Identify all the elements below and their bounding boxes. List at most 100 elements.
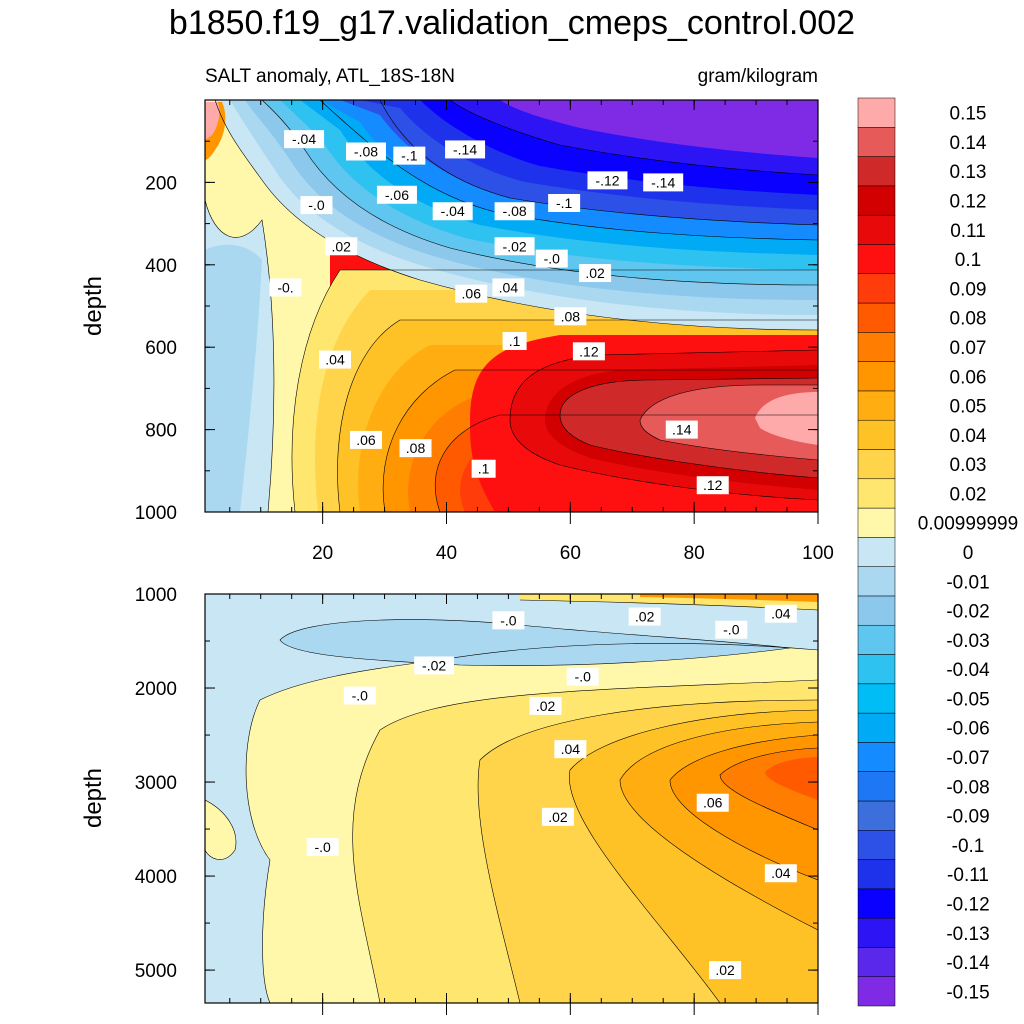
colorbar-label: 0.04 bbox=[950, 426, 987, 447]
contour-label-bg bbox=[471, 459, 496, 478]
contour-label: -.0 bbox=[715, 620, 748, 639]
contour-label-text: -.0 bbox=[314, 839, 331, 855]
colorbar-swatch bbox=[857, 302, 896, 333]
lower-band-surface-006 bbox=[640, 594, 818, 602]
colorbar-label: 0.05 bbox=[950, 397, 987, 418]
lower-contour-line bbox=[669, 734, 818, 881]
colorbar-swatch bbox=[857, 947, 896, 977]
contour-label: -.14 bbox=[445, 140, 486, 159]
upper-contour-line bbox=[214, 100, 818, 331]
contour-label-bg bbox=[349, 430, 382, 449]
contour-label-bg bbox=[541, 807, 574, 826]
colorbar-swatch bbox=[857, 419, 896, 450]
lower-contour-line bbox=[205, 799, 237, 860]
contour-label-bg bbox=[628, 607, 661, 626]
contour-label-bg bbox=[529, 696, 562, 715]
contour-label-bg bbox=[494, 202, 535, 221]
contour-label: .14 bbox=[665, 420, 698, 439]
contour-label: -.14 bbox=[643, 173, 684, 192]
lower-contour-line bbox=[477, 699, 818, 1003]
lower-band-neg001 bbox=[205, 594, 818, 1003]
contour-label: .04 bbox=[764, 864, 797, 883]
contour-label-bg bbox=[535, 249, 568, 268]
colorbar-swatch bbox=[857, 127, 896, 157]
contour-label-text: .02 bbox=[548, 809, 568, 825]
colorbar-label: -0.11 bbox=[947, 865, 989, 886]
contour-label-bg bbox=[399, 439, 432, 458]
contour-label-bg bbox=[494, 237, 535, 256]
lower-contour-line bbox=[719, 747, 818, 831]
lower-contour-line bbox=[279, 619, 791, 666]
contour-label-text: .04 bbox=[771, 865, 791, 881]
contour-label-bg bbox=[566, 667, 599, 686]
contour-label-bg bbox=[492, 278, 525, 297]
units-subtitle: gram/kilogram bbox=[698, 66, 818, 87]
colorbar-swatch bbox=[857, 859, 896, 890]
contour-label-text: -.08 bbox=[503, 203, 527, 219]
contour-label-bg bbox=[764, 864, 797, 883]
contour-label: .04 bbox=[492, 278, 525, 297]
contour-label-bg bbox=[696, 793, 729, 812]
contour-label-bg bbox=[432, 202, 473, 221]
colorbar-swatch bbox=[857, 214, 896, 245]
contour-label-text: .02 bbox=[635, 609, 655, 625]
x-tick-label: 60 bbox=[560, 543, 581, 564]
contour-label-bg bbox=[554, 740, 587, 759]
contour-label-text: .08 bbox=[561, 308, 581, 324]
contour-label-text: .02 bbox=[536, 698, 556, 714]
colorbar-label: 0.00999999 bbox=[918, 514, 1018, 535]
colorbar-label: -0.08 bbox=[946, 777, 989, 798]
contour-label-text: .04 bbox=[325, 352, 345, 368]
upper-band-negative-core bbox=[205, 244, 262, 512]
y-tick-label: 800 bbox=[145, 421, 177, 442]
upper-ylabel: depth bbox=[80, 276, 107, 336]
colorbar-label: 0 bbox=[963, 543, 974, 564]
y-tick-label: 400 bbox=[145, 256, 177, 277]
contour-label-text: -.1 bbox=[401, 148, 418, 164]
colorbar-label: -0.04 bbox=[946, 660, 990, 681]
colorbar-swatch bbox=[857, 712, 896, 743]
contour-label-text: -.1 bbox=[556, 195, 573, 211]
colorbar-label: 0.11 bbox=[950, 221, 986, 242]
colorbar-label: 0.08 bbox=[950, 309, 987, 330]
colorbar-label: -0.03 bbox=[946, 631, 989, 652]
colorbar: -0.15 -0.14 -0.13 -0.12 -0.11 -0.1 -0.09 -0.08 -… bbox=[857, 97, 1018, 1007]
colorbar-label: -0.05 bbox=[946, 689, 989, 710]
contour-label: .02 bbox=[325, 237, 358, 256]
contour-label-text: .08 bbox=[406, 440, 426, 456]
contour-label-bg bbox=[502, 332, 527, 351]
colorbar-swatch bbox=[857, 185, 896, 216]
contour-label: .06 bbox=[455, 284, 488, 303]
contour-label-bg bbox=[587, 171, 628, 190]
upper-contour-line bbox=[449, 100, 818, 176]
contour-label-text: -.0 bbox=[500, 612, 517, 628]
colorbar-label: -0.1 bbox=[952, 836, 985, 857]
contour-label: -.02 bbox=[494, 237, 535, 256]
colorbar-label: -0.12 bbox=[946, 894, 989, 915]
contour-label: .02 bbox=[529, 696, 562, 715]
left-subtitle: SALT anomaly, ATL_18S-18N bbox=[205, 66, 455, 87]
contour-label-text: .06 bbox=[462, 286, 482, 302]
contour-label-text: -.04 bbox=[292, 131, 316, 147]
colorbar-swatch bbox=[857, 507, 896, 538]
contour-label-text: -.08 bbox=[354, 144, 378, 160]
colorbar-swatch bbox=[857, 273, 896, 304]
contour-label: -.1 bbox=[393, 146, 426, 165]
contour-label-bg bbox=[284, 130, 325, 149]
colorbar-swatch bbox=[857, 771, 896, 802]
colorbar-swatch bbox=[857, 976, 896, 1007]
lower-frame bbox=[204, 593, 819, 1004]
contour-label-bg bbox=[306, 837, 339, 856]
colorbar-label: 0.13 bbox=[950, 162, 987, 183]
colorbar-swatch bbox=[857, 361, 896, 392]
contour-label-text: -.0 bbox=[575, 669, 592, 685]
colorbar-swatch bbox=[857, 683, 896, 714]
colorbar-label: 0.03 bbox=[950, 455, 987, 476]
contour-label-bg bbox=[269, 278, 302, 297]
contour-label: -.02 bbox=[414, 656, 455, 675]
upper-contour-line bbox=[639, 384, 818, 461]
x-tick-label: 40 bbox=[436, 543, 457, 564]
contour-label: .02 bbox=[541, 807, 574, 826]
y-tick-label: 200 bbox=[145, 173, 177, 194]
